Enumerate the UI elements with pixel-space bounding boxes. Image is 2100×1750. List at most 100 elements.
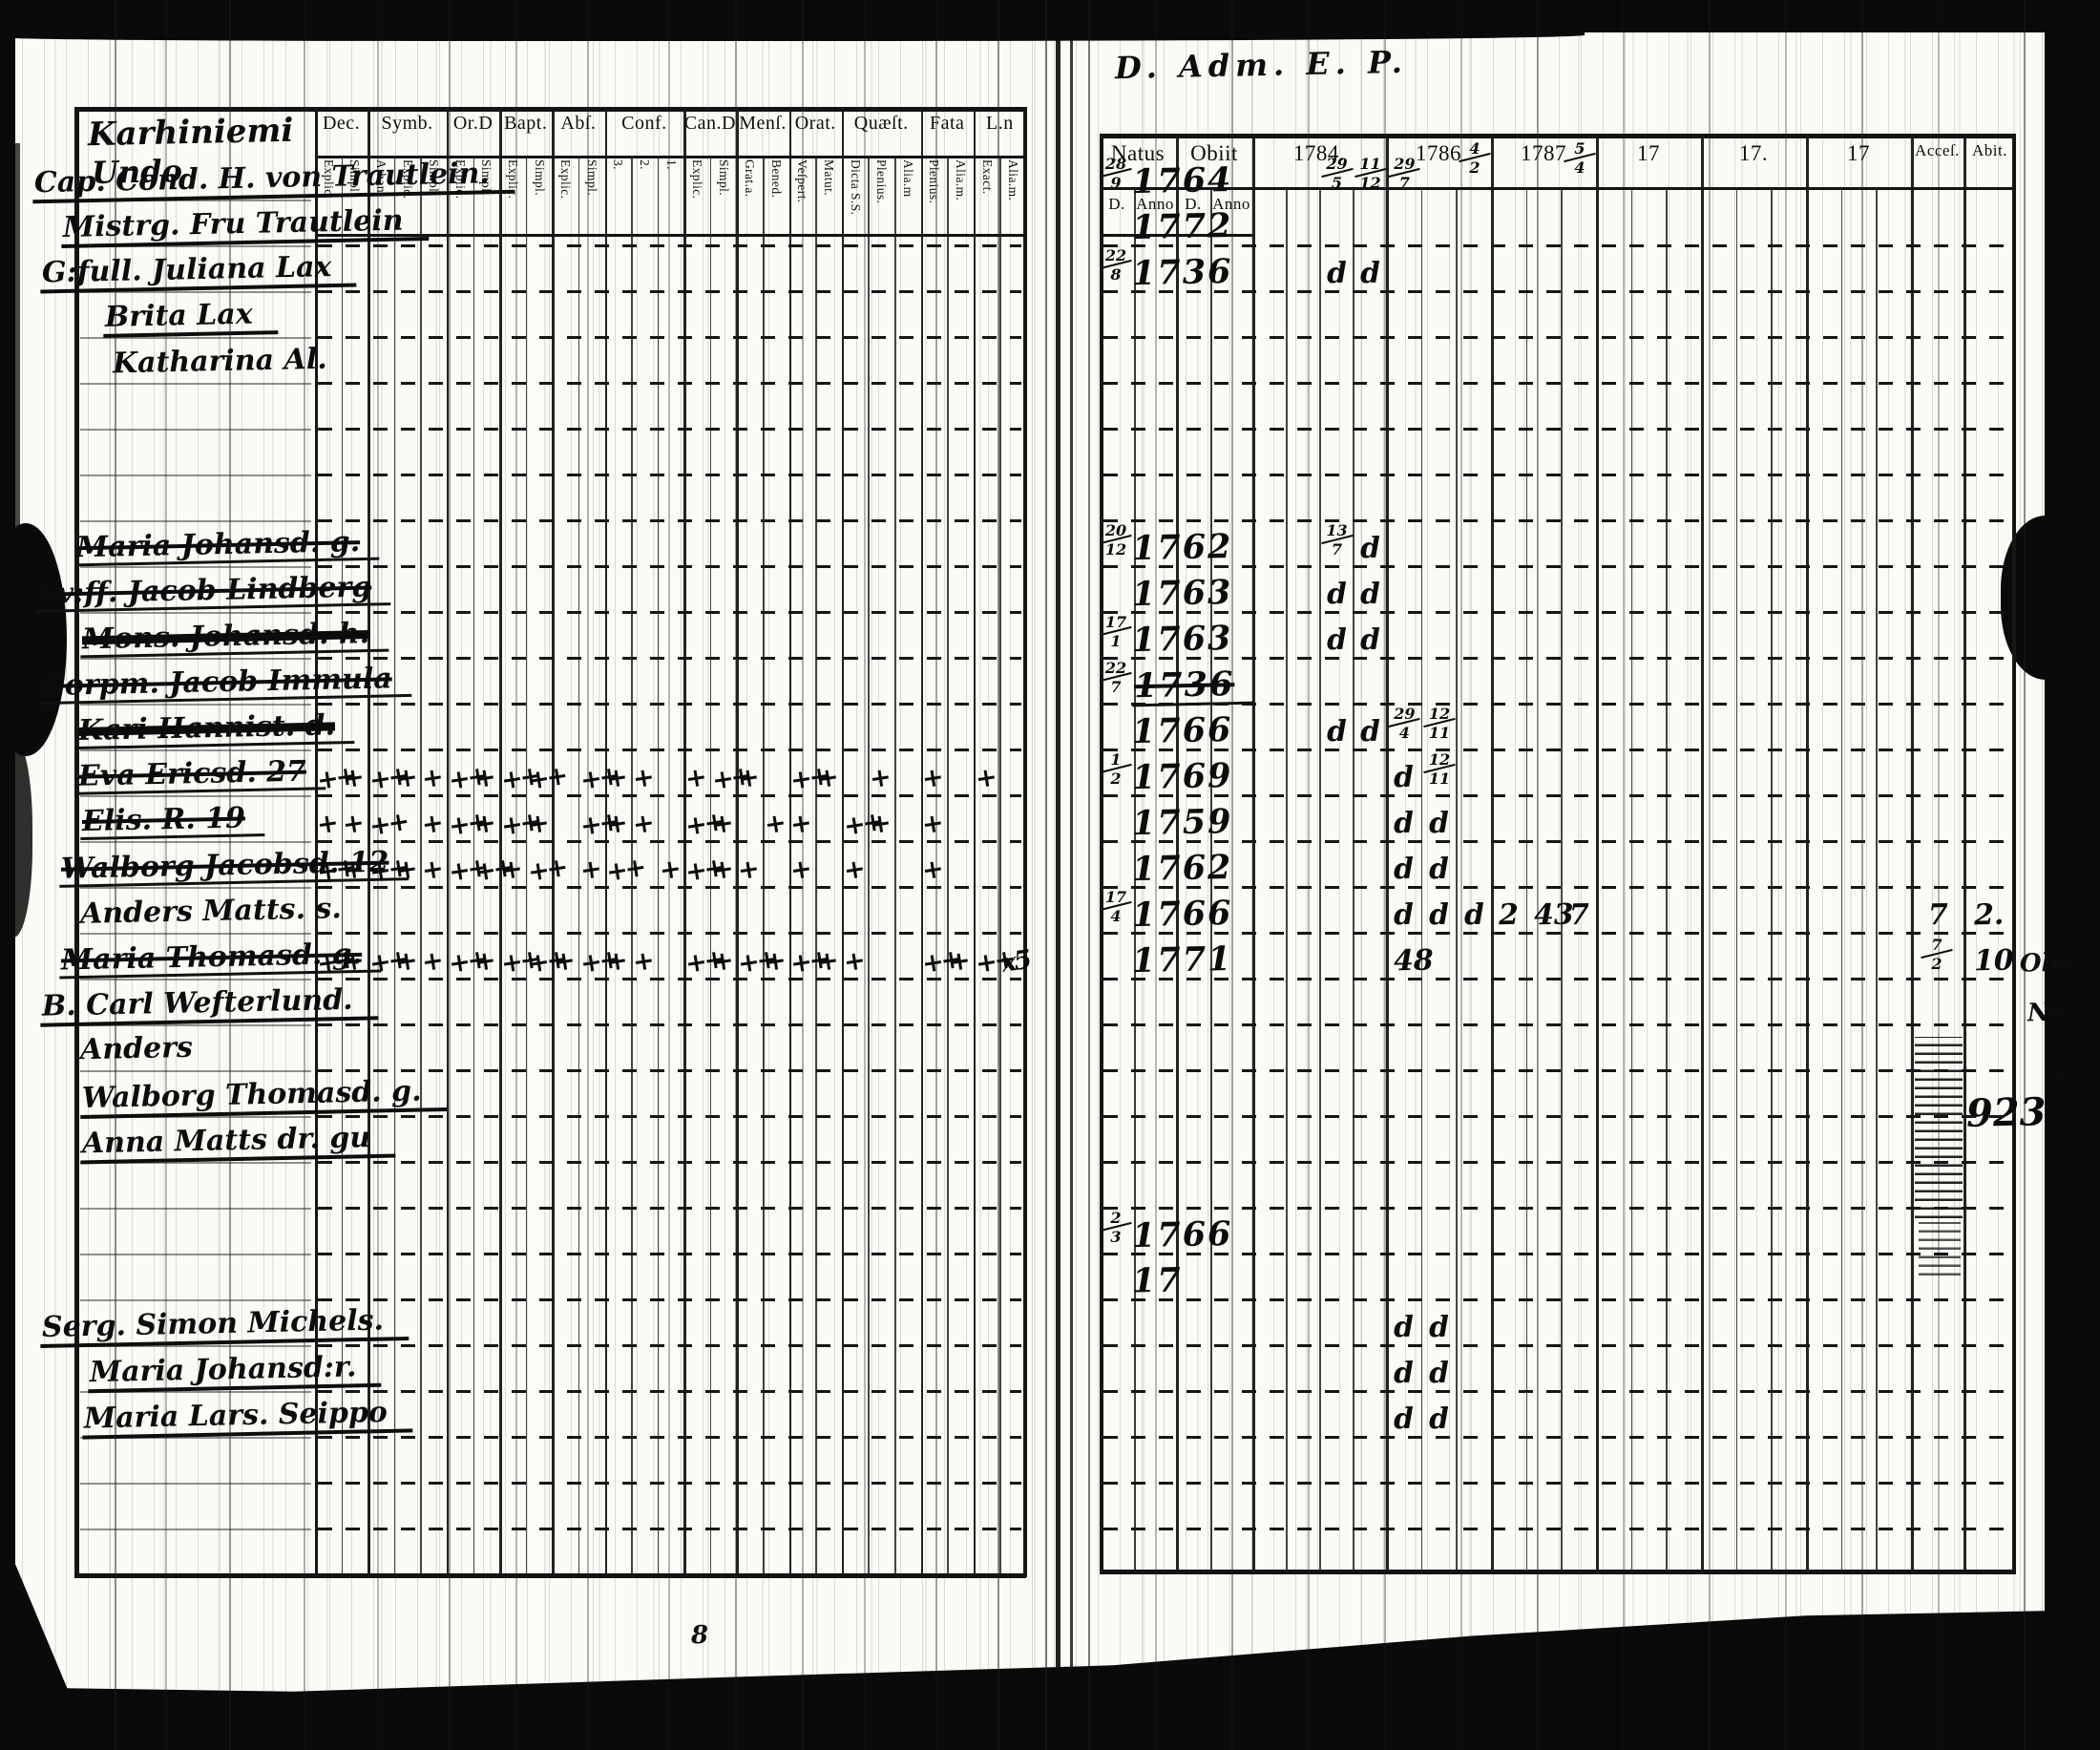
scan-top-edge-band xyxy=(0,0,2100,32)
row-dashed-line xyxy=(318,703,1021,706)
register-entry-name: Anna Matts dr. gu xyxy=(79,1121,396,1165)
row-dashed-line xyxy=(1103,1298,2010,1301)
natus-year: 1766 xyxy=(1131,893,1233,936)
margin-note-script: 1 xyxy=(2053,1065,2068,1089)
name-column-row-line xyxy=(80,291,311,293)
scan-bottom-edge-band xyxy=(0,1610,2100,1750)
scan-noise-line xyxy=(1785,0,1787,1750)
row-dashed-line xyxy=(1103,1344,2010,1347)
row-dashed-line xyxy=(318,336,1021,339)
column-label: Obiit xyxy=(1190,141,1238,165)
year-cell-mark: d xyxy=(1393,852,1415,887)
row-dashed-line xyxy=(1103,748,2010,751)
row-dashed-line xyxy=(1103,565,2010,568)
examination-plus-mark: + xyxy=(657,854,681,887)
row-dashed-line xyxy=(1103,382,2010,385)
subcolumn-rotated-label: Explic. xyxy=(558,159,574,200)
name-column-row-line xyxy=(80,1391,311,1393)
scan-noise-line xyxy=(2024,0,2026,1750)
right-table-column-divider xyxy=(1911,134,1914,1573)
examination-plus-mark: + xyxy=(472,945,496,979)
year-cell-date-fraction: 29 4 xyxy=(1388,706,1421,740)
register-entry-name: G:full. Juliana Lax xyxy=(39,250,357,294)
examination-plus-mark: ++ xyxy=(525,761,567,796)
name-column-row-line xyxy=(80,1162,311,1164)
name-column-row-line xyxy=(80,1208,311,1210)
fraction-part: 4 xyxy=(1574,158,1586,177)
examination-plus-mark: + xyxy=(341,945,365,979)
name-column-row-line xyxy=(80,658,311,660)
register-entry-name: Mons. Johansd. h. xyxy=(79,617,389,659)
natus-day-fraction: 17 4 xyxy=(1100,889,1132,923)
examination-plus-mark: + xyxy=(630,762,654,795)
examination-plus-mark: + xyxy=(973,762,997,795)
right-table-column-divider xyxy=(1596,134,1599,1573)
name-column-row-line xyxy=(80,704,311,706)
register-entry-name: Maria Lars. Seippo xyxy=(81,1396,413,1440)
row-dashed-line xyxy=(318,428,1021,431)
examination-plus-mark: + xyxy=(604,808,628,841)
fraction-part: 5 xyxy=(1331,173,1343,192)
natus-day-fraction: 22 7 xyxy=(1100,660,1132,694)
row-dashed-line xyxy=(1103,519,2010,522)
sub-label-d: D. xyxy=(1185,195,1202,213)
row-dashed-line xyxy=(1103,703,2010,706)
name-column-row-line xyxy=(80,1299,311,1301)
fraction-part: 29 xyxy=(1394,155,1416,173)
left-table-subcolumn-divider xyxy=(868,156,870,1577)
row-dashed-line xyxy=(1103,428,2010,431)
year-cell-mark: d xyxy=(1326,577,1347,612)
left-table-top-border xyxy=(74,107,1026,112)
accessit-mark: 7 xyxy=(1927,897,1949,933)
year-subcolumn-divider xyxy=(1666,187,1668,1573)
left-table-subcolumn-divider xyxy=(815,156,817,1577)
register-entry-name: Eva Ericsd. 27 xyxy=(75,755,326,795)
year-cell-mark: d xyxy=(1428,852,1450,887)
fraction-part: 11 xyxy=(1359,155,1381,173)
scan-noise-line xyxy=(1623,0,1625,1750)
examination-plus-mark: + xyxy=(762,945,786,979)
row-dashed-line xyxy=(318,1528,1021,1530)
examination-plus-mark: + xyxy=(341,854,365,887)
left-table-subcolumn-divider xyxy=(393,156,396,1577)
examination-plus-mark: + xyxy=(867,808,892,841)
left-table-left-border xyxy=(74,107,79,1577)
row-dashed-line xyxy=(318,1115,1021,1118)
name-column-row-line xyxy=(80,933,311,935)
right-table-column-divider xyxy=(1386,134,1389,1573)
year-cell-mark: d xyxy=(1428,1402,1450,1437)
scan-noise-line xyxy=(1938,0,1940,1750)
year-column-label: 17 xyxy=(1847,141,1870,165)
year-column-label: 17 xyxy=(1637,141,1660,165)
row-dashed-line xyxy=(1103,1482,2010,1485)
examination-plus-mark: + xyxy=(419,762,444,795)
year-cell-mark: d xyxy=(1359,577,1380,612)
left-table-group-divider xyxy=(315,107,318,1577)
subcolumn-rotated-label: Veſpert. xyxy=(795,159,810,203)
scan-noise-line xyxy=(1088,0,1090,1750)
year-cell-mark: d xyxy=(1428,897,1450,933)
row-dashed-line xyxy=(318,1207,1021,1210)
subcolumn-rotated-label: Bened. xyxy=(768,159,784,199)
sub-label-anno: Anno xyxy=(1136,195,1174,213)
fraction-part: 4 xyxy=(1469,139,1480,158)
left-table-subcolumn-divider xyxy=(578,156,580,1577)
fraction-part: 7 xyxy=(1331,539,1343,559)
name-column-row-line xyxy=(80,1529,311,1530)
subcolumn-rotated-label: Matut. xyxy=(822,159,837,197)
scan-top-edge-curve xyxy=(0,29,1585,41)
fraction-part: 12 xyxy=(1428,750,1451,769)
year-cell-mark: d xyxy=(1393,897,1415,933)
row-dashed-line xyxy=(318,748,1021,751)
row-dashed-line xyxy=(1103,886,2010,889)
left-page-bottom-note: 8 xyxy=(690,1620,709,1651)
left-table-subcolumn-divider xyxy=(472,156,475,1577)
right-page-heading-script: D. Adm. E. P. xyxy=(1114,43,1409,87)
year-cell-mark: d xyxy=(1359,622,1380,658)
year-column-label: 1787 xyxy=(1521,141,1566,165)
row-dashed-line xyxy=(318,1069,1021,1072)
register-entry-name: Maria Johansd:r. xyxy=(87,1350,382,1394)
